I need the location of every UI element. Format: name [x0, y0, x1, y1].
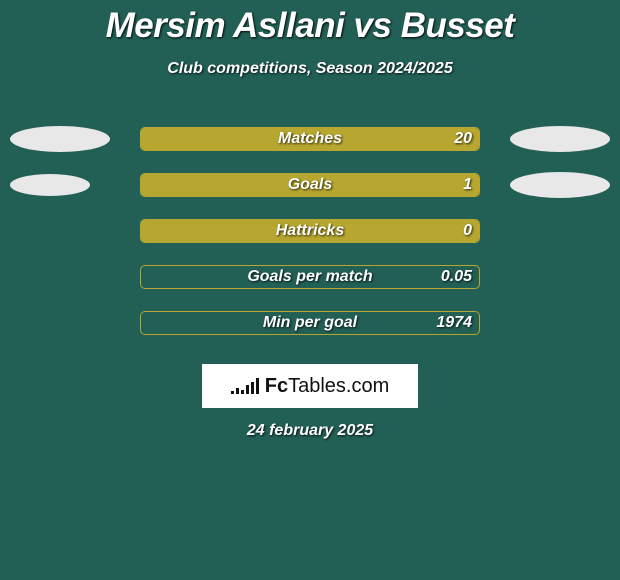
- page-title: Mersim Asllani vs Busset: [0, 0, 620, 46]
- stat-bar: [140, 265, 480, 289]
- right-player-ellipse: [510, 172, 610, 198]
- logo-text: FcTables.com: [265, 375, 390, 398]
- stat-row: Min per goal1974: [0, 300, 620, 346]
- stat-row: Goals per match0.05: [0, 254, 620, 300]
- fctables-logo: FcTables.com: [202, 364, 418, 408]
- stat-bar-fill: [141, 220, 479, 242]
- page-subtitle: Club competitions, Season 2024/2025: [0, 60, 620, 78]
- stat-bar: [140, 311, 480, 335]
- stat-bar: [140, 219, 480, 243]
- left-player-ellipse: [10, 126, 110, 152]
- right-player-ellipse: [510, 126, 610, 152]
- stat-row: Matches20: [0, 116, 620, 162]
- stat-rows: Matches20Goals1Hattricks0Goals per match…: [0, 116, 620, 346]
- stat-bar: [140, 173, 480, 197]
- stat-bar-fill: [141, 128, 479, 150]
- stat-bar: [140, 127, 480, 151]
- left-player-ellipse: [10, 174, 90, 196]
- comparison-infographic: Mersim Asllani vs Busset Club competitio…: [0, 0, 620, 580]
- logo-bars-icon: [231, 376, 261, 396]
- stat-bar-fill: [141, 174, 479, 196]
- stat-row: Hattricks0: [0, 208, 620, 254]
- date-text: 24 february 2025: [0, 422, 620, 440]
- stat-row: Goals1: [0, 162, 620, 208]
